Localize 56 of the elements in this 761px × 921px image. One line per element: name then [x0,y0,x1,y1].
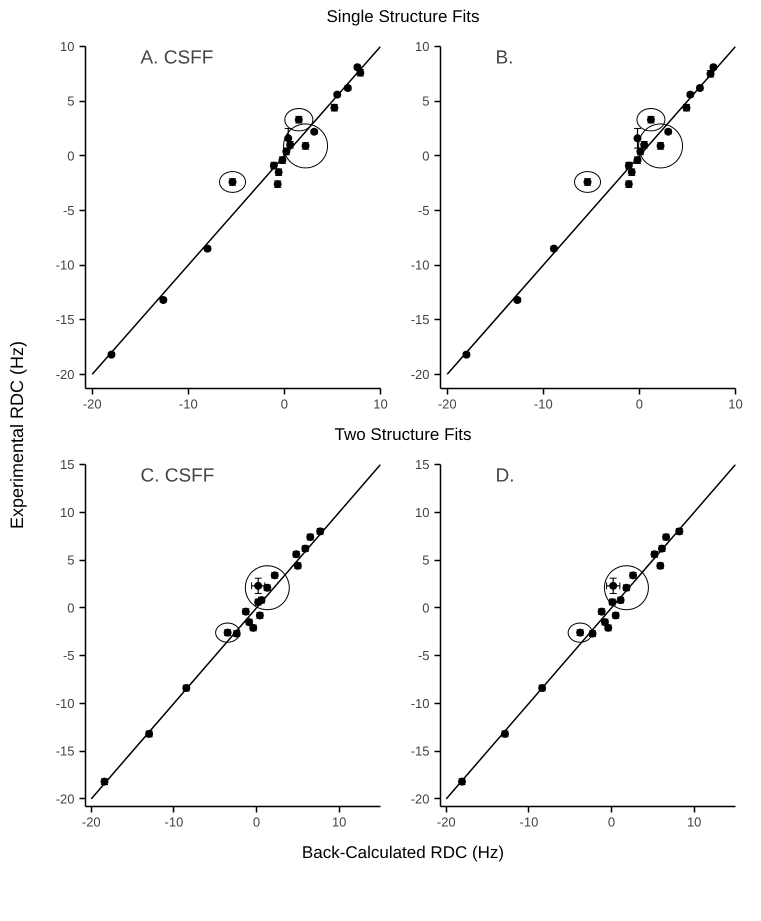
x-axis-title: Back-Calculated RDC (Hz) [302,842,504,864]
x-tick-label: 0 [608,814,616,830]
y-tick-label: -20 [410,366,430,382]
x-tick-label: -20 [436,814,456,830]
y-tick-label: 10 [415,39,430,54]
x-tick-label: 0 [636,396,644,412]
y-tick-label: -15 [410,312,430,328]
chart-title: Two Structure Fits [334,424,472,446]
y-tick-label: -15 [410,744,430,759]
y-tick-label: 0 [422,148,430,164]
x-tick-label: -10 [520,814,538,830]
y-tick-label: 5 [422,94,430,109]
y-tick-label: 10 [415,504,430,520]
y-tick-label: 5 [67,552,75,568]
y-tick-label: -10 [56,258,75,273]
y-tick-label: -10 [410,696,430,711]
annotation: A. CSFF [140,48,214,68]
x-tick-label: 10 [686,814,702,830]
x-tick-label: -20 [82,814,101,830]
y-tick-label: 10 [60,39,75,54]
x-tick-label: -10 [164,814,184,830]
y-tick-label: -15 [56,312,75,328]
y-tick-label: 0 [67,148,75,164]
y-tick-label: -10 [56,696,75,711]
y-tick-label: -10 [410,258,430,273]
y-tick-label: 0 [67,600,75,616]
y-tick-label: 0 [422,600,430,616]
y-tick-label: -5 [62,648,75,664]
y-tick-label: -20 [56,366,75,382]
point [254,582,262,590]
x-tick-label: 10 [728,396,743,412]
x-tick-label: -20 [82,396,102,412]
chart-title: Single Structure Fits [326,6,480,28]
x-tick-label: 10 [332,814,346,830]
annotation: D. [496,466,514,486]
y-tick-label: 15 [60,457,75,472]
x-tick-label: 0 [252,814,260,830]
point [609,582,618,590]
y-tick-label: -20 [410,791,430,806]
x-tick-label: 0 [280,396,288,412]
y-tick-label: 5 [422,552,430,568]
annotation: B. [496,48,514,68]
y-tick-label: 5 [67,94,75,109]
y-tick-label: -15 [56,744,75,759]
x-tick-label: 10 [373,396,388,412]
x-tick-label: -10 [534,396,553,412]
y-tick-label: -20 [56,791,75,806]
y-tick-label: -5 [418,202,430,218]
y-axis-title: Experimental RDC (Hz) [6,340,28,530]
y-tick-label: -5 [62,202,75,218]
y-tick-label: -5 [418,648,430,664]
x-tick-label: -20 [438,396,457,412]
y-tick-label: 15 [415,457,430,472]
annotation: C. CSFF [140,466,214,486]
y-tick-label: 10 [60,504,75,520]
x-tick-label: -10 [178,396,198,412]
